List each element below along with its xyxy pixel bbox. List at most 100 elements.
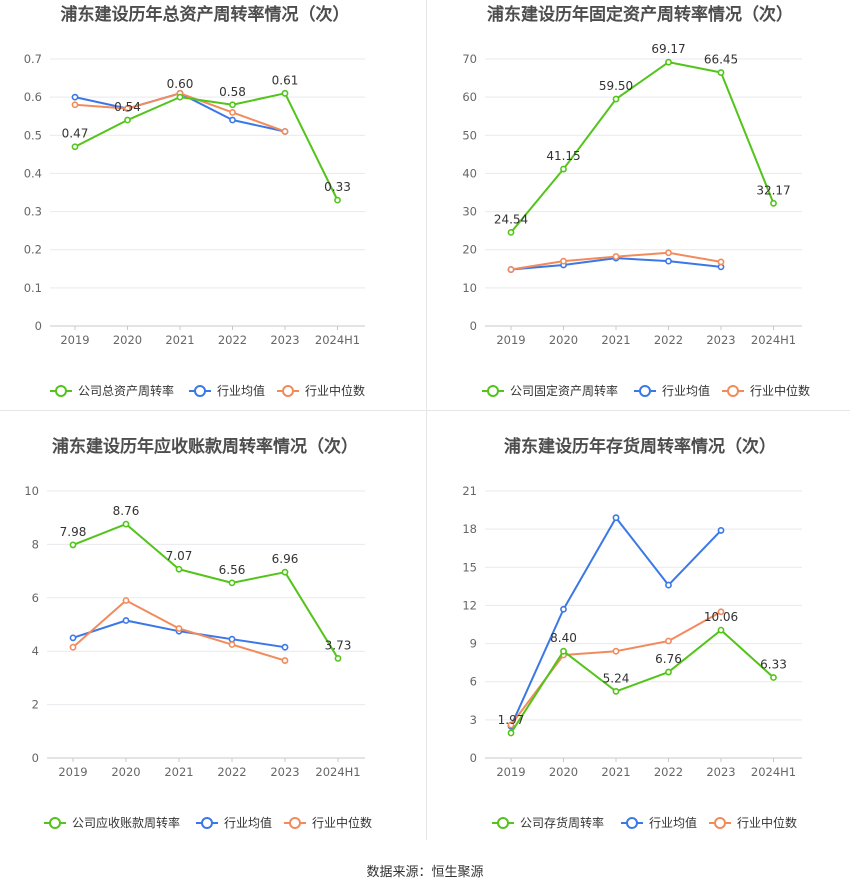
- data-point-industry_median: [612, 253, 620, 260]
- data-label: 59.50: [599, 79, 633, 93]
- data-point-industry_avg: [665, 581, 672, 589]
- y-tick-label: 18: [462, 522, 477, 536]
- x-tick-label: 2019: [496, 333, 525, 347]
- legend-swatch-marker[interactable]: [289, 817, 301, 829]
- data-label: 0.60: [167, 77, 194, 91]
- x-tick-label: 2023: [706, 333, 735, 347]
- y-tick-label: 0: [470, 319, 477, 333]
- data-point-industry_median: [717, 258, 725, 266]
- series-line-company: [72, 523, 339, 659]
- legend-label-company[interactable]: 公司存货周转率: [520, 815, 604, 830]
- legend-label-industry_median[interactable]: 行业中位数: [312, 815, 372, 830]
- x-tick-label: 2022: [217, 765, 246, 779]
- data-label: 66.45: [704, 53, 738, 67]
- y-tick-label: 0.7: [24, 52, 42, 66]
- series-line-company: [510, 629, 775, 734]
- legend-swatch-marker[interactable]: [626, 817, 638, 829]
- x-tick-label: 2019: [58, 765, 87, 779]
- y-tick-label: 60: [462, 90, 477, 104]
- x-tick-label: 2021: [165, 333, 194, 347]
- x-tick-label: 2022: [654, 765, 683, 779]
- chart-title-4: 浦东建设历年存货周转率情况（次）: [504, 436, 776, 457]
- x-tick-label: 2021: [164, 765, 193, 779]
- data-label: 0.54: [114, 100, 141, 114]
- legend-swatch-marker[interactable]: [194, 385, 206, 397]
- data-point-company: [665, 58, 672, 66]
- y-tick-label: 0.4: [24, 166, 42, 180]
- data-point-company: [334, 655, 342, 662]
- series-line-company: [510, 61, 775, 234]
- legend-swatch-marker[interactable]: [55, 385, 67, 397]
- legend-label-industry_median[interactable]: 行业中位数: [305, 383, 365, 398]
- horizontal-divider: [0, 410, 850, 411]
- data-label: 7.07: [166, 549, 193, 563]
- legend-label-industry_avg[interactable]: 行业均值: [649, 815, 697, 830]
- legend-label-industry_avg[interactable]: 行业均值: [662, 383, 710, 398]
- x-tick-label: 2019: [60, 333, 89, 347]
- y-tick-label: 0.6: [24, 90, 42, 104]
- y-tick-label: 30: [462, 205, 477, 219]
- data-point-company: [122, 520, 130, 528]
- y-tick-label: 2: [32, 698, 39, 712]
- y-tick-label: 40: [462, 166, 477, 180]
- x-tick-label: 2022: [654, 333, 683, 347]
- x-tick-label: 2024H1: [751, 765, 796, 779]
- legend-label-industry_avg[interactable]: 行业均值: [217, 383, 265, 398]
- legend-swatch-marker[interactable]: [497, 817, 509, 829]
- y-tick-label: 10: [24, 484, 39, 498]
- legend-label-industry_median[interactable]: 行业中位数: [750, 383, 810, 398]
- x-tick-label: 2023: [270, 333, 299, 347]
- legend-swatch-marker[interactable]: [639, 385, 651, 397]
- y-tick-label: 0.5: [24, 128, 42, 142]
- data-label: 5.24: [603, 671, 630, 685]
- legend-label-company[interactable]: 公司总资产周转率: [78, 383, 174, 398]
- x-tick-label: 2020: [549, 765, 578, 779]
- y-tick-label: 9: [470, 637, 477, 651]
- data-point-industry_avg: [71, 93, 79, 101]
- chart-title-1: 浦东建设历年总资产周转率情况（次）: [61, 4, 350, 25]
- legend-swatch-marker[interactable]: [727, 385, 739, 397]
- data-label: 8.76: [113, 504, 140, 518]
- x-tick-label: 2020: [111, 765, 140, 779]
- data-point-company: [281, 568, 289, 576]
- data-point-company: [560, 165, 567, 173]
- data-label: 7.98: [60, 525, 87, 539]
- data-point-industry_avg: [69, 634, 77, 642]
- data-point-company: [612, 95, 620, 103]
- legend-swatch-marker[interactable]: [714, 817, 726, 829]
- legend-label-company[interactable]: 公司固定资产周转率: [510, 383, 618, 398]
- data-label: 6.33: [760, 658, 787, 672]
- legend-label-company[interactable]: 公司应收账款周转率: [72, 815, 180, 830]
- series-line-industry_median: [510, 610, 722, 726]
- data-point-industry_median: [665, 249, 672, 257]
- legend-label-industry_avg[interactable]: 行业均值: [224, 815, 272, 830]
- data-point-company: [770, 674, 777, 681]
- data-label: 8.40: [550, 631, 577, 645]
- x-tick-label: 2020: [549, 333, 578, 347]
- data-label: 6.96: [272, 552, 299, 566]
- data-point-company: [281, 89, 289, 97]
- y-tick-label: 0.2: [24, 243, 42, 257]
- data-point-company: [71, 143, 79, 151]
- y-tick-label: 21: [462, 484, 477, 498]
- legend-swatch-marker[interactable]: [49, 817, 61, 829]
- data-point-company: [334, 196, 341, 204]
- legend-swatch-marker[interactable]: [487, 385, 499, 397]
- data-point-company: [665, 668, 672, 676]
- legend-label-industry_median[interactable]: 行业中位数: [737, 815, 797, 830]
- data-point-industry_median: [612, 647, 620, 655]
- chart-title-2: 浦东建设历年固定资产周转率情况（次）: [487, 4, 793, 25]
- data-point-industry_median: [665, 637, 672, 645]
- legend-swatch-marker[interactable]: [201, 817, 213, 829]
- data-point-industry_median: [175, 625, 183, 632]
- data-label: 0.58: [219, 85, 246, 99]
- x-tick-label: 2024H1: [315, 765, 360, 779]
- y-tick-label: 10: [462, 281, 477, 295]
- legend-swatch-marker[interactable]: [282, 385, 294, 397]
- x-tick-label: 2020: [113, 333, 142, 347]
- data-point-industry_avg: [228, 635, 236, 643]
- chart-title-3: 浦东建设历年应收账款周转率情况（次）: [52, 436, 358, 457]
- y-tick-label: 0.1: [24, 281, 42, 295]
- data-point-company: [717, 69, 725, 76]
- data-point-industry_median: [71, 101, 79, 109]
